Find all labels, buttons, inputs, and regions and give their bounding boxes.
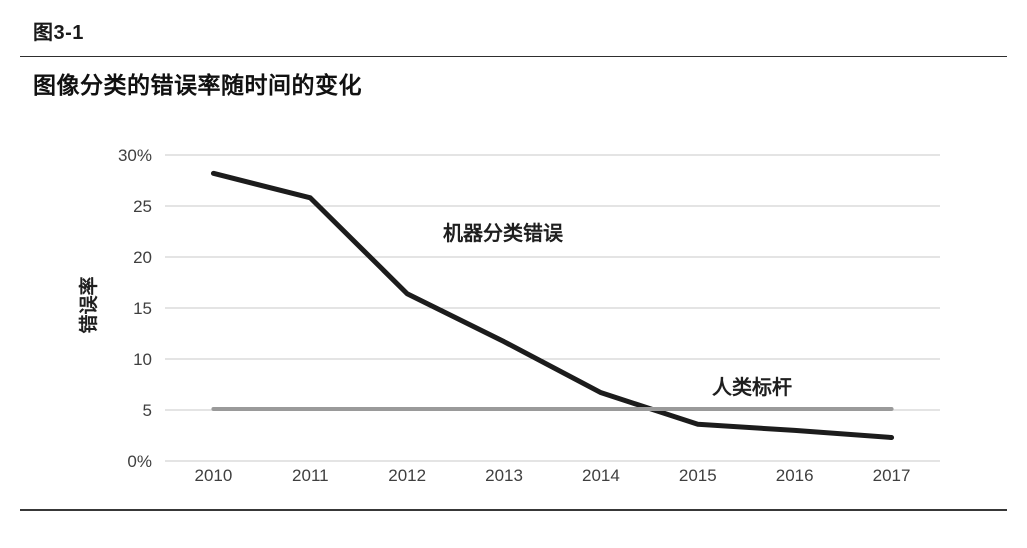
x-tick-label: 2012 [388,466,426,485]
y-tick-label: 10 [133,350,152,369]
series-label-human-benchmark-line: 人类标杆 [712,376,792,399]
x-tick-label: 2013 [485,466,523,485]
x-tick-label: 2015 [679,466,717,485]
y-tick-label: 15 [133,299,152,318]
y-axis-title: 错误率 [77,276,100,333]
y-tick-label: 30% [118,146,152,165]
figure-number-label: 图3-1 [33,22,84,44]
y-tick-label: 25 [133,197,152,216]
y-tick-label: 0% [127,452,152,471]
x-tick-label: 2010 [195,466,233,485]
x-tick-label: 2014 [582,466,620,485]
machine-error-line [210,170,895,441]
x-tick-label: 2016 [776,466,814,485]
chart-title: 图像分类的错误率随时间的变化 [33,72,362,98]
x-tick-label: 2011 [292,466,329,485]
bottom-divider [20,509,1007,511]
top-divider [20,56,1007,57]
y-tick-label: 5 [143,401,152,420]
x-tick-label: 2017 [873,466,911,485]
series-label-machine-error-line: 机器分类错误 [443,221,564,245]
y-tick-label: 20 [133,248,152,267]
